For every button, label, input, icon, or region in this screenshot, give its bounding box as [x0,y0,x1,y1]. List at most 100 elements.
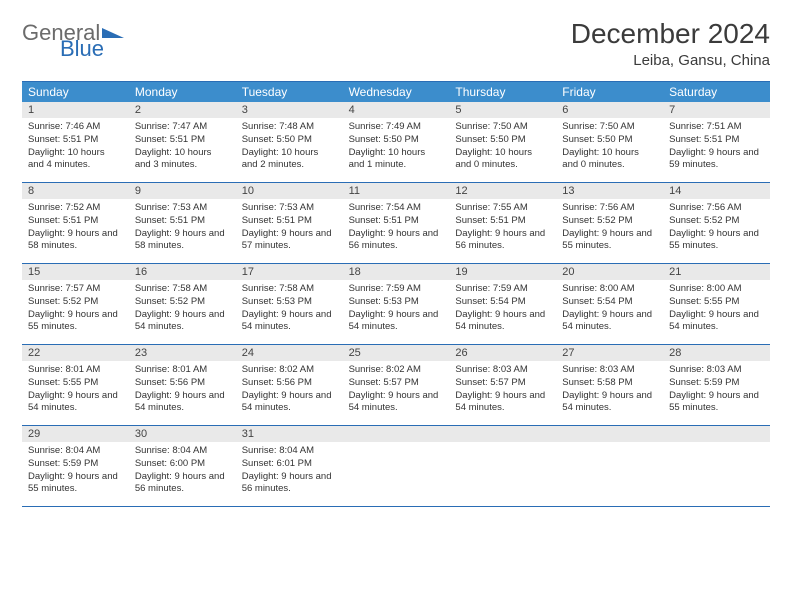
day-cell: 31Sunrise: 8:04 AMSunset: 6:01 PMDayligh… [236,426,343,506]
day-number: 19 [449,264,556,280]
day-cell: 1Sunrise: 7:46 AMSunset: 5:51 PMDaylight… [22,102,129,182]
day-number: 30 [129,426,236,442]
day-number: 17 [236,264,343,280]
day-number: 9 [129,183,236,199]
day-cell [343,426,450,506]
day-number: 10 [236,183,343,199]
day-cell: 27Sunrise: 8:03 AMSunset: 5:58 PMDayligh… [556,345,663,425]
day-number: 1 [22,102,129,118]
daylight-text: Daylight: 9 hours and 54 minutes. [135,309,230,335]
day-number: 5 [449,102,556,118]
daylight-text: Daylight: 9 hours and 54 minutes. [242,309,337,335]
weekday-wed: Wednesday [343,82,450,102]
day-number [449,426,556,442]
day-info: Sunrise: 7:58 AMSunset: 5:53 PMDaylight:… [236,280,343,338]
sunrise-text: Sunrise: 7:57 AM [28,283,123,296]
day-number: 3 [236,102,343,118]
day-cell: 9Sunrise: 7:53 AMSunset: 5:51 PMDaylight… [129,183,236,263]
location-label: Leiba, Gansu, China [571,52,770,69]
sunset-text: Sunset: 5:51 PM [28,215,123,228]
day-number: 2 [129,102,236,118]
day-info: Sunrise: 7:46 AMSunset: 5:51 PMDaylight:… [22,118,129,176]
sunset-text: Sunset: 5:50 PM [242,134,337,147]
day-info: Sunrise: 7:59 AMSunset: 5:54 PMDaylight:… [449,280,556,338]
day-info: Sunrise: 8:03 AMSunset: 5:58 PMDaylight:… [556,361,663,419]
day-cell: 23Sunrise: 8:01 AMSunset: 5:56 PMDayligh… [129,345,236,425]
sunset-text: Sunset: 5:51 PM [669,134,764,147]
daylight-text: Daylight: 9 hours and 54 minutes. [28,390,123,416]
sunrise-text: Sunrise: 7:50 AM [562,121,657,134]
day-info: Sunrise: 7:50 AMSunset: 5:50 PMDaylight:… [556,118,663,176]
daylight-text: Daylight: 9 hours and 55 minutes. [669,390,764,416]
day-number: 13 [556,183,663,199]
day-cell: 14Sunrise: 7:56 AMSunset: 5:52 PMDayligh… [663,183,770,263]
sunset-text: Sunset: 5:59 PM [28,458,123,471]
day-info: Sunrise: 7:55 AMSunset: 5:51 PMDaylight:… [449,199,556,257]
day-number: 11 [343,183,450,199]
sunrise-text: Sunrise: 7:48 AM [242,121,337,134]
sunset-text: Sunset: 5:50 PM [455,134,550,147]
sunrise-text: Sunrise: 8:04 AM [135,445,230,458]
day-info: Sunrise: 8:03 AMSunset: 5:59 PMDaylight:… [663,361,770,419]
day-number: 20 [556,264,663,280]
sunrise-text: Sunrise: 7:46 AM [28,121,123,134]
day-cell: 7Sunrise: 7:51 AMSunset: 5:51 PMDaylight… [663,102,770,182]
day-info: Sunrise: 7:57 AMSunset: 5:52 PMDaylight:… [22,280,129,338]
daylight-text: Daylight: 9 hours and 55 minutes. [562,228,657,254]
brand-part2: Blue [60,36,104,61]
sunrise-text: Sunrise: 8:02 AM [242,364,337,377]
day-number: 26 [449,345,556,361]
day-cell: 29Sunrise: 8:04 AMSunset: 5:59 PMDayligh… [22,426,129,506]
sunset-text: Sunset: 5:54 PM [562,296,657,309]
sunset-text: Sunset: 5:52 PM [669,215,764,228]
day-info: Sunrise: 8:04 AMSunset: 6:01 PMDaylight:… [236,442,343,500]
week-row: 8Sunrise: 7:52 AMSunset: 5:51 PMDaylight… [22,183,770,264]
day-cell [449,426,556,506]
daylight-text: Daylight: 9 hours and 55 minutes. [669,228,764,254]
daylight-text: Daylight: 10 hours and 3 minutes. [135,147,230,173]
daylight-text: Daylight: 9 hours and 59 minutes. [669,147,764,173]
day-cell: 17Sunrise: 7:58 AMSunset: 5:53 PMDayligh… [236,264,343,344]
day-number: 8 [22,183,129,199]
sunset-text: Sunset: 5:54 PM [455,296,550,309]
daylight-text: Daylight: 9 hours and 58 minutes. [135,228,230,254]
daylight-text: Daylight: 9 hours and 56 minutes. [455,228,550,254]
brand-logo: GeneralBlue [22,18,124,66]
day-number: 24 [236,345,343,361]
daylight-text: Daylight: 9 hours and 57 minutes. [242,228,337,254]
sunset-text: Sunset: 5:51 PM [455,215,550,228]
day-number: 7 [663,102,770,118]
day-number: 22 [22,345,129,361]
sunrise-text: Sunrise: 8:04 AM [28,445,123,458]
sunrise-text: Sunrise: 8:00 AM [562,283,657,296]
day-cell: 3Sunrise: 7:48 AMSunset: 5:50 PMDaylight… [236,102,343,182]
sunrise-text: Sunrise: 8:03 AM [562,364,657,377]
daylight-text: Daylight: 9 hours and 54 minutes. [562,309,657,335]
sunset-text: Sunset: 6:00 PM [135,458,230,471]
sunset-text: Sunset: 5:52 PM [28,296,123,309]
day-cell: 20 Sunrise: 8:00 AMSunset: 5:54 PMDayligh… [556,264,663,344]
day-cell: 16Sunrise: 7:58 AMSunset: 5:52 PMDayligh… [129,264,236,344]
sunrise-text: Sunrise: 7:59 AM [455,283,550,296]
sunset-text: Sunset: 5:56 PM [242,377,337,390]
weekday-mon: Monday [129,82,236,102]
day-info: Sunrise: 7:58 AMSunset: 5:52 PMDaylight:… [129,280,236,338]
day-number: 28 [663,345,770,361]
day-cell: 4Sunrise: 7:49 AMSunset: 5:50 PMDaylight… [343,102,450,182]
day-number: 14 [663,183,770,199]
month-title: December 2024 [571,18,770,50]
daylight-text: Daylight: 9 hours and 54 minutes. [242,390,337,416]
daylight-text: Daylight: 9 hours and 58 minutes. [28,228,123,254]
weekday-sat: Saturday [663,82,770,102]
day-info: Sunrise: 7:54 AMSunset: 5:51 PMDaylight:… [343,199,450,257]
day-number: 21 [663,264,770,280]
daylight-text: Daylight: 10 hours and 4 minutes. [28,147,123,173]
calendar: Sunday Monday Tuesday Wednesday Thursday… [22,81,770,507]
sunrise-text: Sunrise: 7:53 AM [135,202,230,215]
day-cell: 12Sunrise: 7:55 AMSunset: 5:51 PMDayligh… [449,183,556,263]
sunset-text: Sunset: 5:50 PM [562,134,657,147]
day-number: 12 [449,183,556,199]
day-info: Sunrise: 8:01 AMSunset: 5:56 PMDaylight:… [129,361,236,419]
sunset-text: Sunset: 5:51 PM [242,215,337,228]
sunset-text: Sunset: 5:57 PM [349,377,444,390]
